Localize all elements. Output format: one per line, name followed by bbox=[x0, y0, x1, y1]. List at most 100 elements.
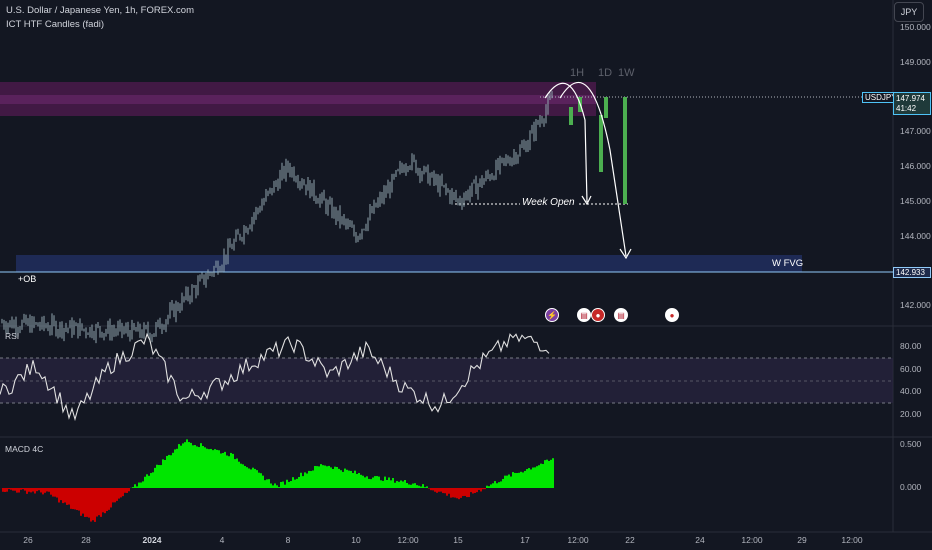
macd-bar bbox=[322, 465, 324, 488]
macd-bar bbox=[60, 488, 62, 501]
htf-candle bbox=[569, 107, 573, 125]
price-candles bbox=[1, 90, 553, 344]
us-flag-event-icon[interactable]: ▤ bbox=[577, 308, 591, 322]
macd-bar bbox=[22, 488, 24, 490]
macd-bar bbox=[496, 483, 498, 488]
ob-label: +OB bbox=[18, 274, 37, 284]
macd-bar bbox=[300, 472, 302, 488]
macd-bar bbox=[354, 470, 356, 488]
last-price-value: 147.974 bbox=[896, 94, 925, 103]
macd-bar bbox=[524, 470, 526, 488]
macd-bar bbox=[288, 481, 290, 488]
time-axis-label: 10 bbox=[351, 535, 361, 545]
macd-bar bbox=[406, 483, 408, 488]
macd-bar bbox=[292, 477, 294, 488]
macd-bar bbox=[190, 442, 192, 488]
macd-bar bbox=[490, 484, 492, 488]
macd-bar bbox=[246, 467, 248, 488]
macd-bar bbox=[182, 443, 184, 488]
macd-bar bbox=[254, 468, 256, 488]
macd-bar bbox=[444, 488, 446, 494]
time-axis-label: 24 bbox=[695, 535, 705, 545]
price-axis-label: 147.000 bbox=[900, 126, 931, 136]
macd-bar bbox=[362, 475, 364, 488]
macd-bar bbox=[178, 444, 180, 488]
indicator-title[interactable]: ICT HTF Candles (fadi) bbox=[6, 19, 105, 30]
macd-bar bbox=[86, 488, 88, 517]
macd-bar bbox=[398, 481, 400, 488]
macd-bar bbox=[308, 470, 310, 488]
macd-bar bbox=[256, 470, 258, 488]
us-flag-event-icon[interactable]: ▤ bbox=[614, 308, 628, 322]
lightning-event-icon[interactable]: ⚡ bbox=[545, 308, 559, 322]
macd-bar bbox=[104, 488, 106, 514]
macd-bar bbox=[304, 472, 306, 488]
macd-bar bbox=[352, 472, 354, 488]
rsi-pane-title[interactable]: RSI bbox=[5, 331, 20, 341]
macd-bar bbox=[118, 488, 120, 499]
macd-bar bbox=[320, 464, 322, 488]
time-axis-label: 12:00 bbox=[567, 535, 589, 545]
macd-bar bbox=[548, 460, 550, 488]
macd-histogram bbox=[0, 439, 554, 522]
macd-bar bbox=[122, 488, 124, 497]
macd-bar bbox=[206, 448, 208, 488]
macd-bar bbox=[484, 488, 486, 490]
macd-bar bbox=[168, 454, 170, 488]
time-axis-label: 29 bbox=[797, 535, 807, 545]
macd-bar bbox=[234, 459, 236, 488]
macd-bar bbox=[418, 485, 420, 488]
macd-bar bbox=[502, 478, 504, 488]
macd-bar bbox=[334, 466, 336, 488]
macd-bar bbox=[252, 467, 254, 488]
macd-bar bbox=[394, 482, 396, 488]
macd-bar bbox=[174, 449, 176, 488]
macd-bar bbox=[516, 473, 518, 488]
macd-bar bbox=[26, 488, 28, 494]
macd-bar bbox=[332, 469, 334, 488]
macd-bar bbox=[162, 459, 164, 488]
time-axis-label: 12:00 bbox=[741, 535, 763, 545]
macd-bar bbox=[436, 488, 438, 493]
macd-bar bbox=[194, 445, 196, 488]
rsi-axis-label: 20.00 bbox=[900, 409, 922, 419]
macd-bar bbox=[508, 474, 510, 488]
macd-bar bbox=[482, 488, 484, 490]
rsi-axis-label: 40.00 bbox=[900, 386, 922, 396]
macd-bar bbox=[148, 475, 150, 488]
japan-flag-event-icon[interactable]: ● bbox=[591, 308, 605, 322]
macd-bar bbox=[372, 477, 374, 488]
macd-bar bbox=[424, 487, 426, 488]
macd-bar bbox=[526, 469, 528, 488]
macd-bar bbox=[416, 485, 418, 488]
macd-bar bbox=[460, 488, 462, 498]
macd-pane-title[interactable]: MACD 4C bbox=[5, 444, 44, 454]
macd-bar bbox=[390, 480, 392, 488]
macd-bar bbox=[464, 488, 466, 496]
macd-bar bbox=[378, 476, 380, 488]
macd-bar bbox=[474, 488, 476, 493]
ob-price-tag: 142.933 bbox=[893, 267, 931, 278]
w-fvg-label: W FVG bbox=[772, 258, 804, 269]
macd-bar bbox=[48, 488, 50, 492]
htf-label-1w: 1W bbox=[618, 67, 635, 79]
macd-bar bbox=[268, 479, 270, 488]
macd-bar bbox=[90, 488, 92, 522]
macd-bar bbox=[452, 488, 454, 498]
macd-bar bbox=[188, 442, 190, 488]
macd-bar bbox=[164, 459, 166, 488]
currency-button[interactable]: JPY bbox=[894, 2, 924, 22]
macd-bar bbox=[384, 476, 386, 488]
macd-bar bbox=[316, 466, 318, 488]
macd-bar bbox=[478, 488, 480, 490]
macd-bar bbox=[154, 467, 156, 488]
macd-bar bbox=[470, 488, 472, 493]
macd-bar bbox=[120, 488, 122, 498]
macd-bar bbox=[326, 466, 328, 488]
symbol-title[interactable]: U.S. Dollar / Japanese Yen, 1h, FOREX.co… bbox=[6, 5, 194, 16]
japan-flag-event-icon[interactable]: ● bbox=[665, 308, 679, 322]
macd-bar bbox=[54, 488, 56, 497]
macd-bar bbox=[312, 470, 314, 488]
